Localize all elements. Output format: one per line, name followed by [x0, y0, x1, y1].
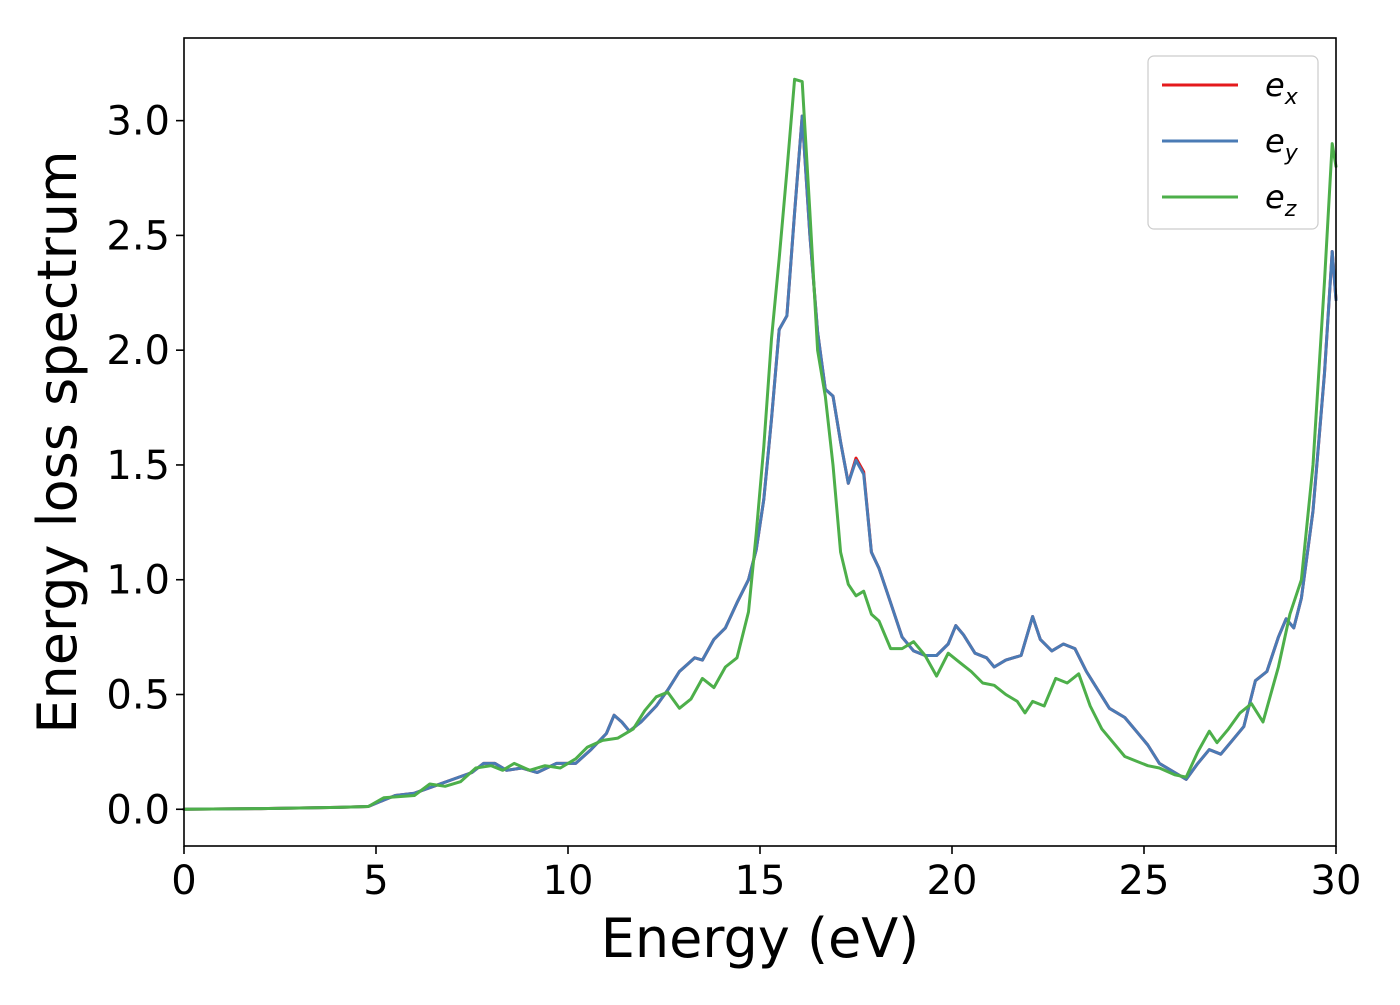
series-line-e-z — [182, 77, 1338, 811]
y-tick-label: 1.5 — [106, 443, 170, 489]
x-tick-label: 20 — [927, 858, 978, 904]
y-tick-label: 2.5 — [106, 213, 170, 259]
x-tick-label: 0 — [171, 858, 196, 904]
x-tick-label: 10 — [543, 858, 594, 904]
x-axis-title: Energy (eV) — [601, 907, 920, 970]
y-axis-title: Energy loss spectrum — [26, 150, 89, 733]
x-tick-label: 15 — [735, 858, 786, 904]
y-tick-label: 1.0 — [106, 558, 170, 604]
y-tick-label: 0.5 — [106, 673, 170, 719]
y-tick-label: 2.0 — [106, 328, 170, 374]
x-tick-label: 5 — [363, 858, 388, 904]
y-tick-label: 0.0 — [106, 787, 170, 833]
legend-label-e-z: ez — [1265, 178, 1297, 222]
y-tick-label: 3.0 — [106, 99, 170, 145]
y-axis: 0.0 0.5 1.0 1.5 2.0 2.5 3.0 — [106, 99, 184, 833]
x-axis: 0 5 10 15 20 25 30 — [171, 846, 1361, 904]
x-tick-label: 30 — [1311, 858, 1362, 904]
series-layer — [182, 77, 1338, 811]
series-line-e-y — [182, 114, 1338, 811]
legend-label-e-x: ex — [1265, 66, 1299, 110]
legend-label-e-y: ey — [1265, 122, 1299, 166]
legend: ex ey ez — [1147, 55, 1319, 230]
x-tick-label: 25 — [1119, 858, 1170, 904]
